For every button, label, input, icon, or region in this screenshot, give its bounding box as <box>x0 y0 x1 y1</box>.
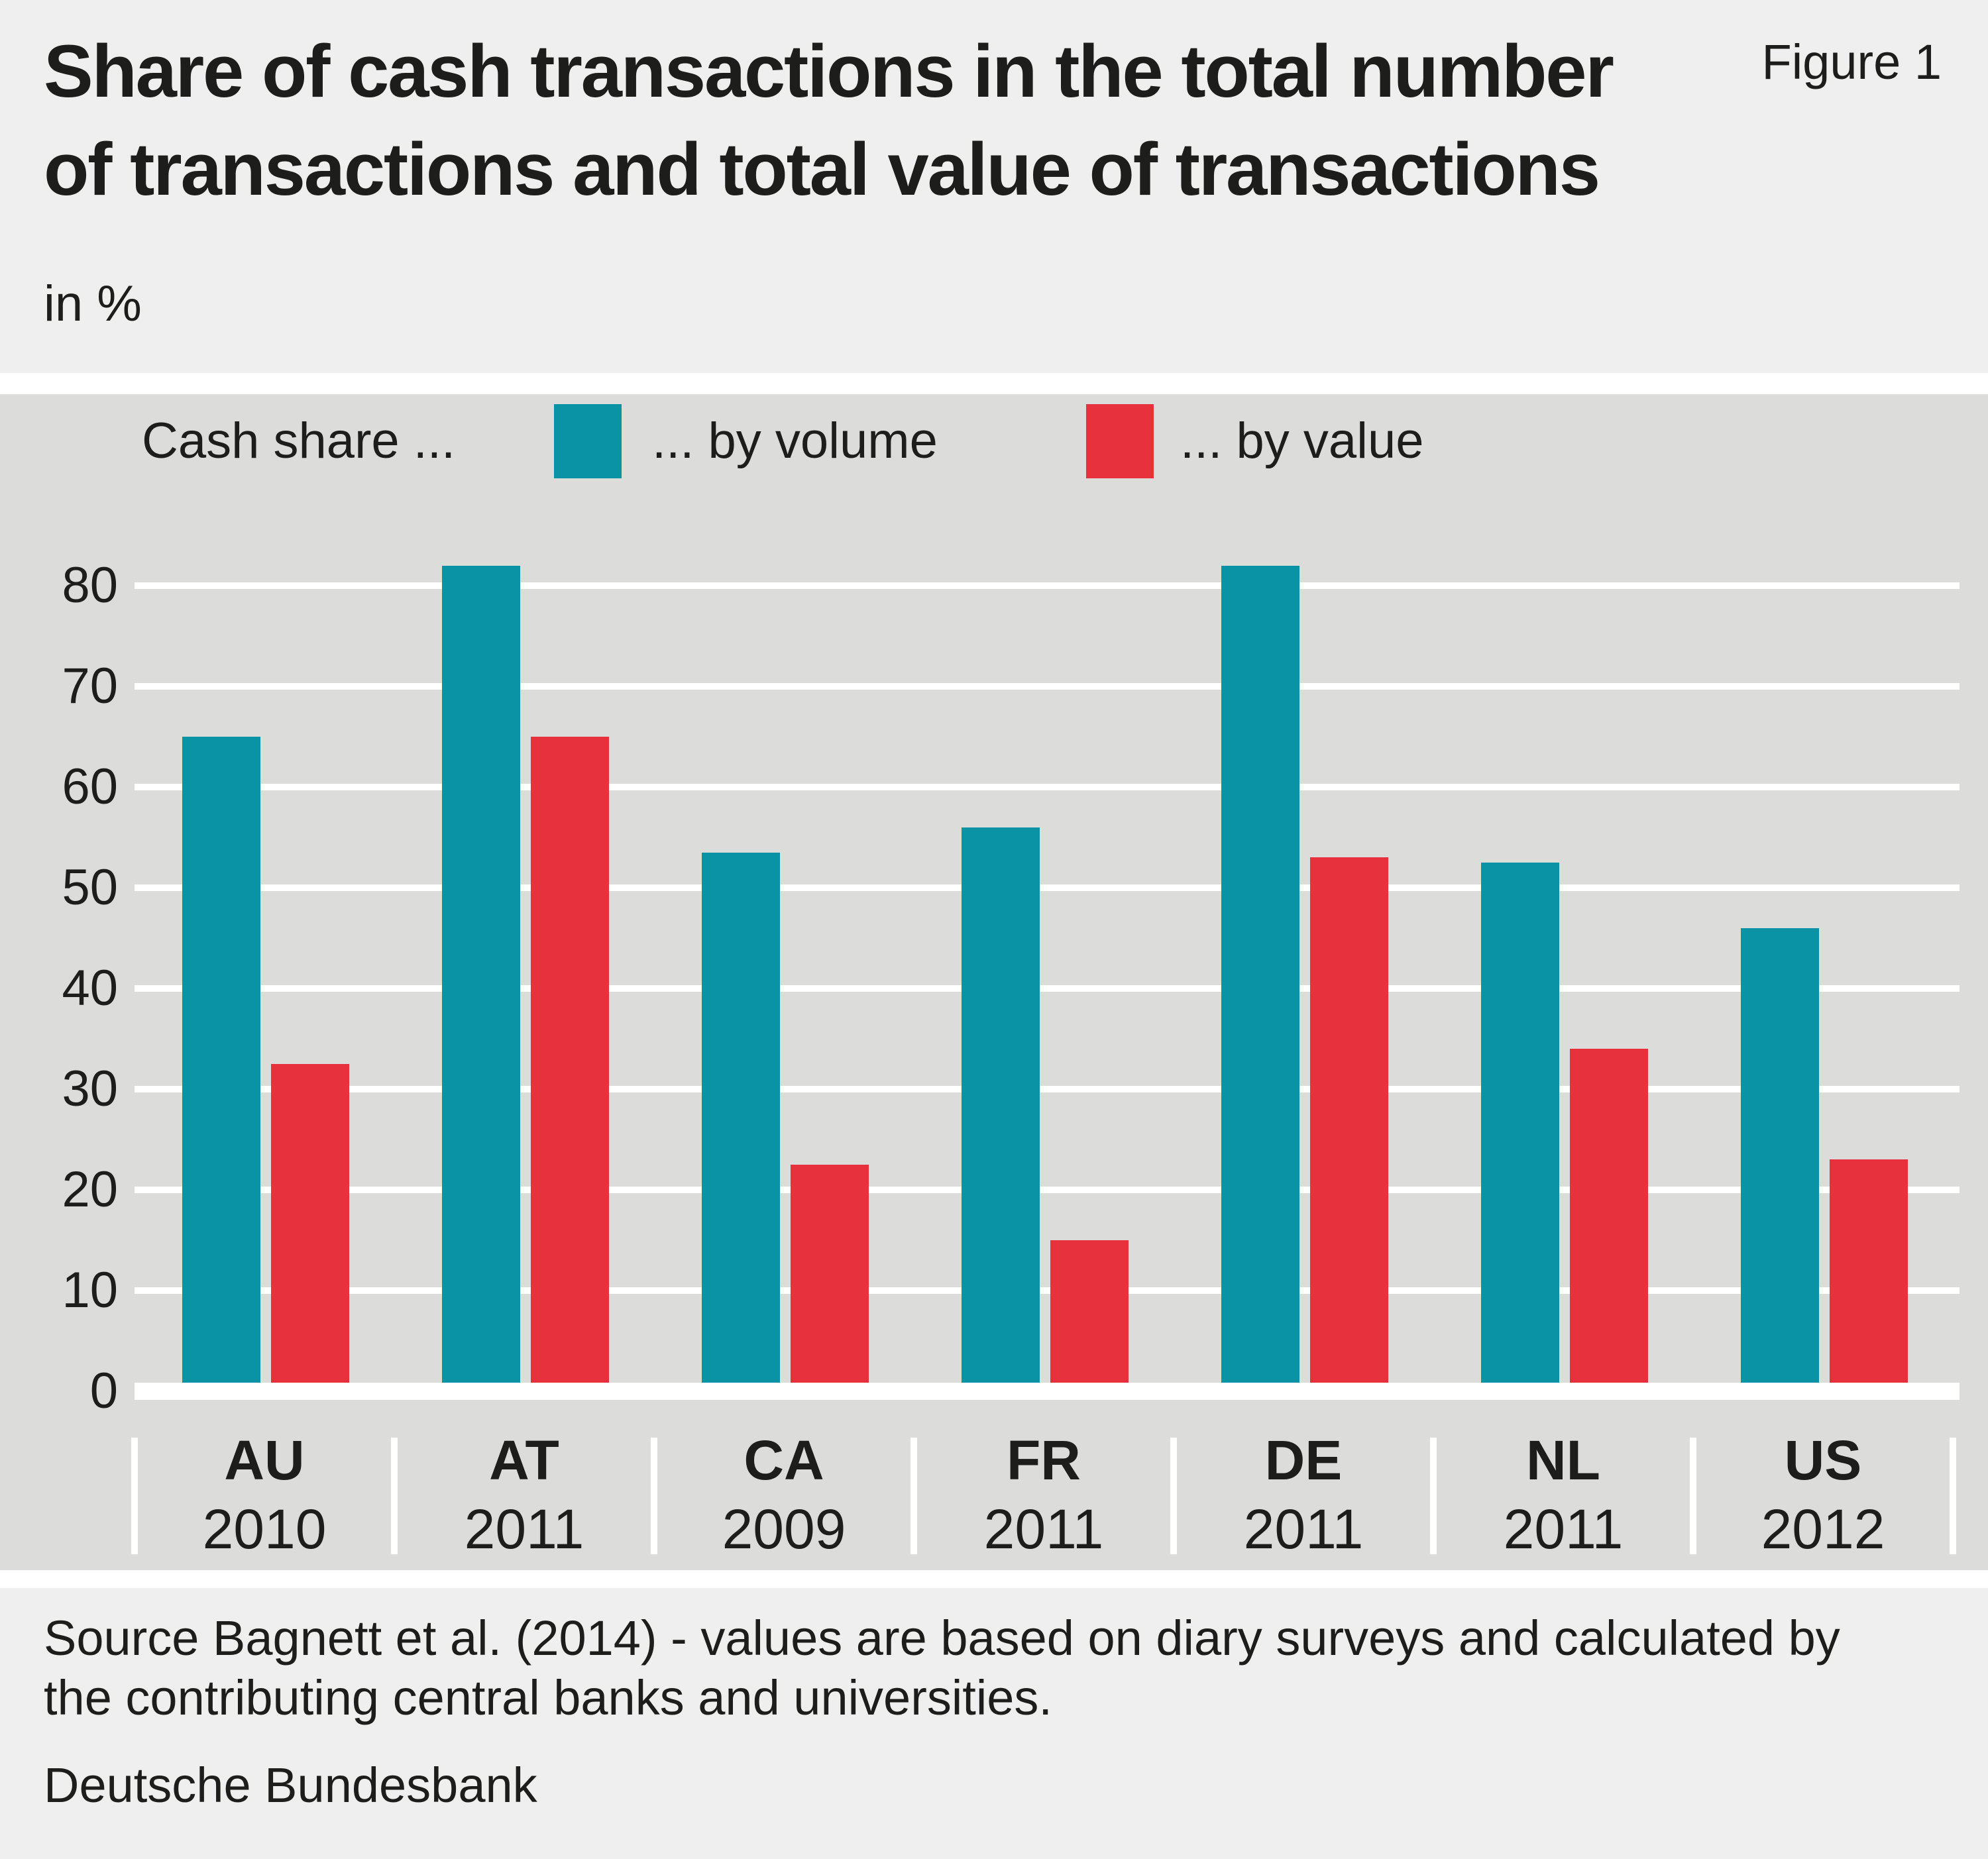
page-title-line2: of transactions and total value of trans… <box>44 128 1600 211</box>
category-separator-3 <box>911 1438 917 1554</box>
x-axis-year-AU: 2010 <box>202 1498 327 1560</box>
bar-volume-US <box>1741 928 1819 1383</box>
x-axis-baseline <box>135 1383 1960 1400</box>
x-axis-year-NL: 2011 <box>1503 1498 1624 1560</box>
gridline-70 <box>135 683 1960 690</box>
category-separator-6 <box>1690 1438 1696 1554</box>
y-axis-label-30: 30 <box>62 1061 118 1117</box>
x-axis-country-US: US <box>1784 1429 1862 1491</box>
gridline-10 <box>135 1287 1960 1294</box>
y-axis-label-40: 40 <box>62 960 118 1016</box>
x-axis-label-FR: FR 2011 <box>914 1426 1174 1564</box>
bar-volume-AT <box>442 565 520 1383</box>
bar-volume-CA <box>702 852 780 1383</box>
y-axis-label-0: 0 <box>89 1363 118 1419</box>
category-separator-1 <box>391 1438 398 1554</box>
y-unit-label: in % <box>44 276 142 332</box>
x-axis-label-US: US 2012 <box>1693 1426 1953 1564</box>
y-axis-label-50: 50 <box>62 859 118 916</box>
category-separator-2 <box>651 1438 657 1554</box>
x-axis-year-DE: 2011 <box>1243 1498 1364 1560</box>
bar-value-DE <box>1310 857 1388 1383</box>
x-axis-country-DE: DE <box>1264 1429 1343 1491</box>
source-note-line2: the contributing central banks and unive… <box>44 1670 1052 1725</box>
gridline-50 <box>135 884 1960 891</box>
bar-volume-DE <box>1221 565 1299 1383</box>
x-axis-label-AT: AT 2011 <box>394 1426 654 1564</box>
bar-value-AT <box>531 737 609 1383</box>
legend-title: Cash share ... <box>142 413 456 469</box>
y-axis-label-20: 20 <box>62 1161 118 1218</box>
category-separator-7 <box>1950 1438 1956 1554</box>
bar-volume-AU <box>182 737 260 1383</box>
legend-swatch-volume <box>554 404 622 478</box>
gridline-20 <box>135 1187 1960 1193</box>
x-axis-country-NL: NL <box>1526 1429 1600 1491</box>
x-axis-country-AT: AT <box>489 1429 559 1491</box>
y-axis-label-80: 80 <box>62 557 118 613</box>
gridline-80 <box>135 582 1960 589</box>
page-title: Share of cash transactions in the total … <box>44 23 1740 219</box>
x-axis-year-FR: 2011 <box>983 1498 1104 1560</box>
x-axis-year-AT: 2011 <box>464 1498 584 1560</box>
bar-value-US <box>1830 1159 1908 1383</box>
x-axis-label-AU: AU 2010 <box>135 1426 394 1564</box>
bar-value-CA <box>791 1165 869 1383</box>
x-axis-year-US: 2012 <box>1761 1498 1885 1560</box>
x-axis-country-CA: CA <box>744 1429 824 1491</box>
bar-value-FR <box>1050 1240 1129 1383</box>
bar-value-AU <box>271 1064 349 1383</box>
source-note-line1: Source Bagnett et al. (2014) - values ar… <box>44 1611 1840 1666</box>
source-note: Source Bagnett et al. (2014) - values ar… <box>44 1609 1965 1728</box>
bar-volume-NL <box>1481 863 1559 1383</box>
publisher-label: Deutsche Bundesbank <box>44 1758 537 1813</box>
divider-bottom <box>0 1570 1988 1588</box>
page-title-line1: Share of cash transactions in the total … <box>44 30 1614 113</box>
x-axis-label-CA: CA 2009 <box>654 1426 914 1564</box>
y-axis-label-10: 10 <box>62 1262 118 1318</box>
gridline-60 <box>135 784 1960 790</box>
x-axis-year-CA: 2009 <box>722 1498 846 1560</box>
legend-swatch-value <box>1086 404 1154 478</box>
legend-label-volume: ... by volume <box>652 413 938 469</box>
x-axis-country-FR: FR <box>1007 1429 1081 1491</box>
x-axis-country-AU: AU <box>224 1429 305 1491</box>
bar-value-NL <box>1570 1049 1648 1383</box>
bar-volume-FR <box>962 827 1040 1383</box>
category-separator-0 <box>131 1438 138 1554</box>
figure-number-label: Figure 1 <box>1761 34 1942 89</box>
gridline-40 <box>135 985 1960 992</box>
category-separator-4 <box>1170 1438 1177 1554</box>
gridline-30 <box>135 1086 1960 1092</box>
y-axis-label-60: 60 <box>62 759 118 815</box>
y-axis-label-70: 70 <box>62 658 118 714</box>
category-separator-5 <box>1430 1438 1437 1554</box>
legend-label-value: ... by value <box>1180 413 1424 469</box>
x-axis-label-NL: NL 2011 <box>1433 1426 1693 1564</box>
x-axis-label-DE: DE 2011 <box>1174 1426 1433 1564</box>
divider-top <box>0 373 1988 394</box>
